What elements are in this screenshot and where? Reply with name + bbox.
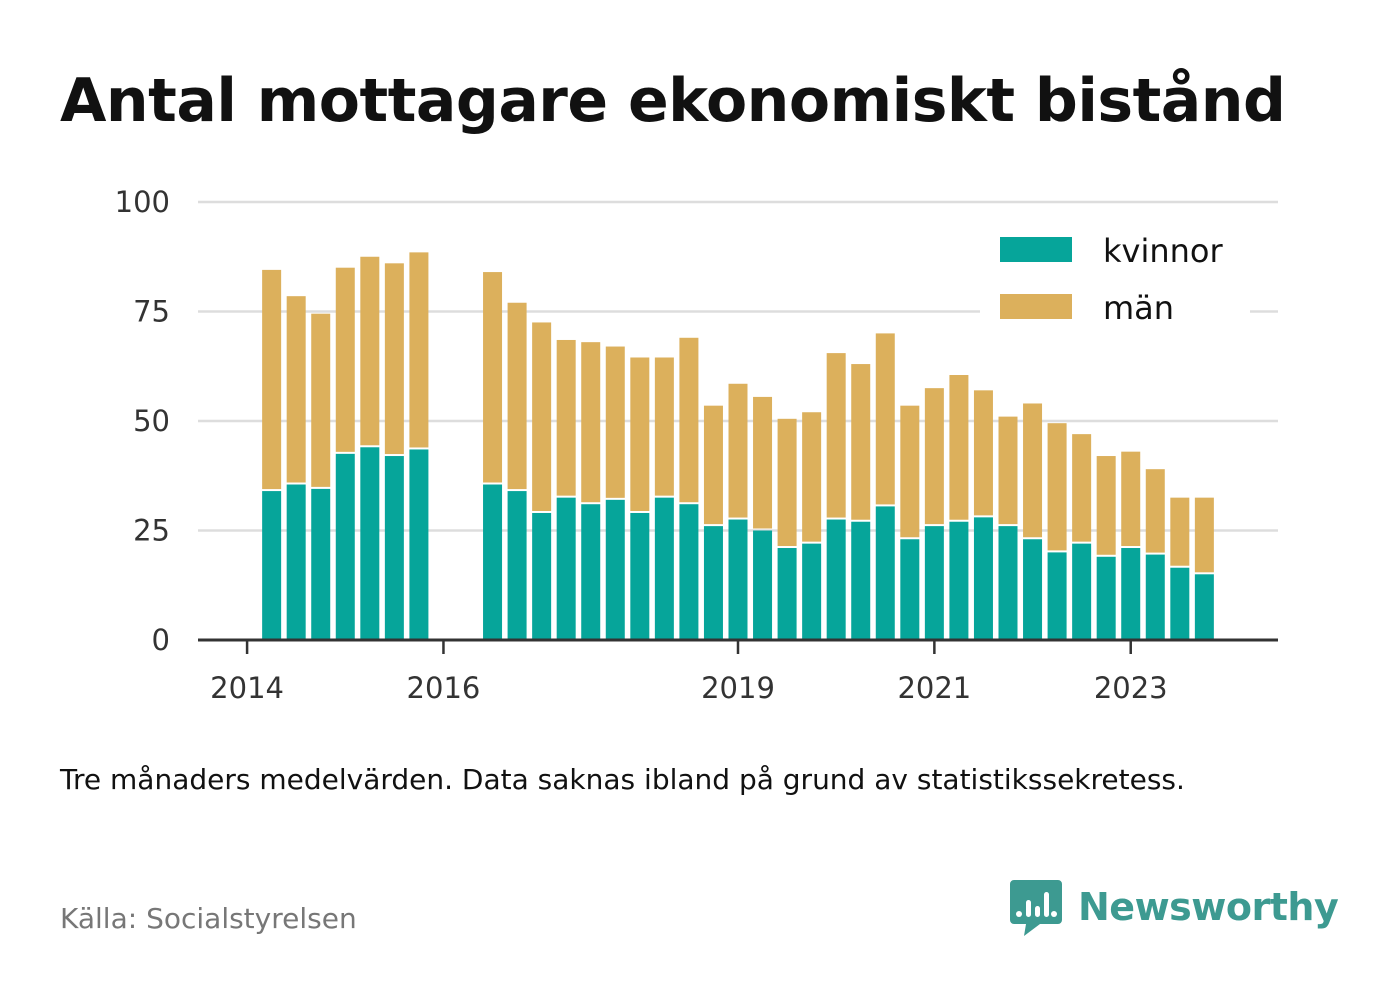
bars <box>262 252 1214 640</box>
bar-kvinnor <box>1170 567 1190 640</box>
bar-man <box>360 256 380 446</box>
bar-kvinnor <box>286 484 306 640</box>
bar-man <box>581 342 601 503</box>
bar-kvinnor <box>1145 554 1165 640</box>
bar-man <box>949 375 969 520</box>
bar-kvinnor <box>1023 539 1043 640</box>
bar-man <box>900 405 920 538</box>
bar-man <box>1072 434 1092 542</box>
brand-logo: Newsworthy <box>1010 878 1339 936</box>
bar-kvinnor <box>507 491 527 640</box>
legend: kvinnor män <box>980 228 1250 328</box>
bar-man <box>1047 423 1067 551</box>
bar-man <box>728 383 748 518</box>
bar-kvinnor <box>1072 543 1092 640</box>
bar-man <box>507 302 527 490</box>
bar-man <box>753 396 773 529</box>
bar-man <box>1023 403 1043 538</box>
bar-man <box>605 346 625 498</box>
bar-kvinnor <box>826 519 846 640</box>
bar-kvinnor <box>483 484 503 640</box>
bar-kvinnor <box>262 491 282 640</box>
bar-kvinnor <box>728 519 748 640</box>
brand-name: Newsworthy <box>1078 885 1339 929</box>
bar-kvinnor <box>900 539 920 640</box>
bar-man <box>409 252 429 448</box>
bar-kvinnor <box>1047 552 1067 640</box>
bar-man <box>802 412 822 542</box>
bar-kvinnor <box>1096 556 1116 640</box>
bar-man <box>703 405 723 525</box>
y-tick-label: 100 <box>115 185 170 219</box>
bar-man <box>679 337 699 503</box>
bar-kvinnor <box>335 453 355 640</box>
bar-kvinnor <box>703 526 723 640</box>
bar-man <box>483 272 503 483</box>
bar-kvinnor <box>409 449 429 640</box>
x-tick-label: 2023 <box>1094 671 1168 705</box>
bar-kvinnor <box>311 488 331 640</box>
bar-kvinnor <box>532 512 552 640</box>
bar-kvinnor <box>654 497 674 640</box>
bar-man <box>556 339 576 496</box>
bar-man <box>1194 497 1214 573</box>
legend-swatch <box>1000 294 1072 319</box>
bar-man <box>286 296 306 483</box>
bar-kvinnor <box>875 506 895 640</box>
bar-kvinnor <box>802 543 822 640</box>
bar-man <box>654 357 674 496</box>
x-tick-label: 2014 <box>210 671 284 705</box>
axes: 0 25 50 75 100 2014 2016 2019 2021 2023 <box>115 185 1278 705</box>
legend-label: kvinnor <box>1103 232 1224 270</box>
bar-man <box>998 416 1018 525</box>
bar-kvinnor <box>1121 548 1141 640</box>
bar-kvinnor <box>973 517 993 640</box>
bar-kvinnor <box>556 497 576 640</box>
x-tick-label: 2019 <box>701 671 775 705</box>
bar-kvinnor <box>998 526 1018 640</box>
legend-swatch <box>1000 237 1072 262</box>
x-tick-label: 2021 <box>897 671 971 705</box>
bar-kvinnor <box>630 512 650 640</box>
bar-kvinnor <box>924 526 944 640</box>
bar-man <box>826 353 846 518</box>
bar-man <box>777 418 797 547</box>
legend-label: män <box>1103 289 1174 327</box>
bar-man <box>924 388 944 525</box>
bar-kvinnor <box>679 504 699 640</box>
stacked-bar-chart: 0 25 50 75 100 2014 2016 2019 2021 2023 kvinnor mä… <box>115 185 1278 705</box>
bar-man <box>1170 497 1190 566</box>
bar-kvinnor <box>581 504 601 640</box>
newsworthy-logo-icon <box>1010 880 1062 936</box>
chart-title: Antal mottagare ekonomiskt bistånd <box>60 66 1286 136</box>
y-tick-label: 75 <box>133 295 170 329</box>
bar-man <box>384 263 404 455</box>
bar-man <box>311 313 331 487</box>
bar-kvinnor <box>384 456 404 640</box>
y-tick-label: 0 <box>152 623 170 657</box>
y-tick-label: 50 <box>133 404 170 438</box>
bar-man <box>262 269 282 490</box>
bar-kvinnor <box>360 447 380 640</box>
y-tick-label: 25 <box>133 514 170 548</box>
bar-kvinnor <box>605 499 625 640</box>
bar-man <box>1121 451 1141 547</box>
bar-man <box>875 333 895 505</box>
bar-man <box>630 357 650 511</box>
chart-note: Tre månaders medelvärden. Data saknas ib… <box>60 763 1185 796</box>
bar-man <box>1145 469 1165 553</box>
bar-kvinnor <box>949 521 969 640</box>
x-tick-label: 2016 <box>407 671 481 705</box>
bar-man <box>1096 456 1116 555</box>
bar-kvinnor <box>753 530 773 640</box>
bar-man <box>851 364 871 520</box>
bar-kvinnor <box>1194 574 1214 640</box>
bar-man <box>973 390 993 516</box>
bar-man <box>532 322 552 511</box>
source-text: Källa: Socialstyrelsen <box>60 902 357 935</box>
bar-kvinnor <box>777 548 797 640</box>
bar-kvinnor <box>851 521 871 640</box>
bar-man <box>335 267 355 452</box>
